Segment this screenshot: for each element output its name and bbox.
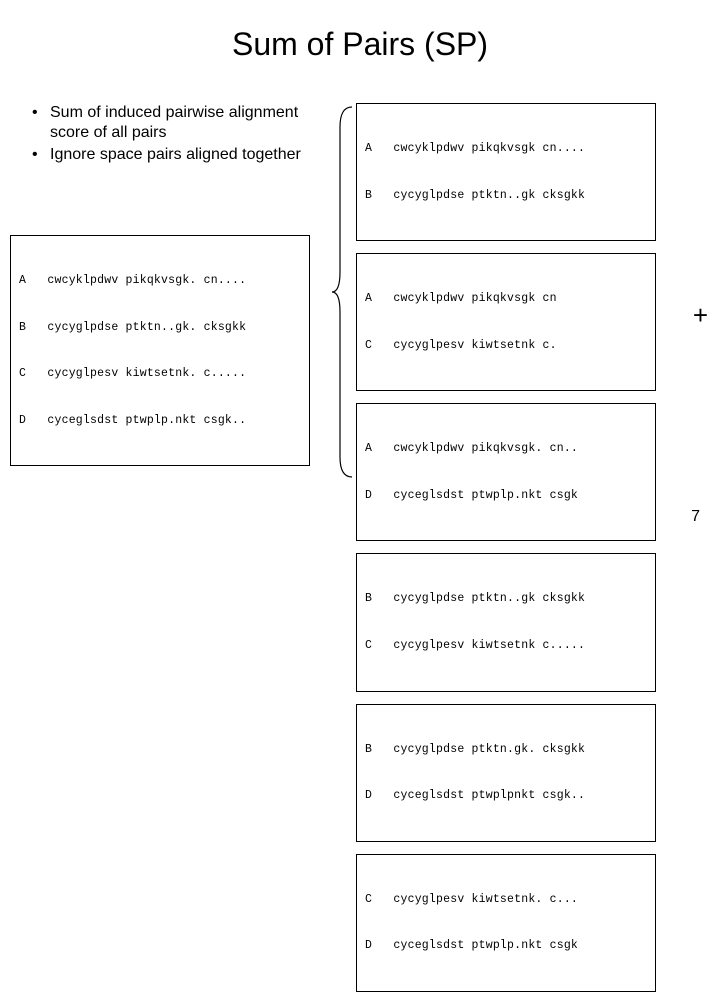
main-alignment-box: A cwcyklpdwv pikqkvsgk. cn.... B cycyglp… [10, 235, 310, 466]
alignment-row: C cycyglpesv kiwtsetnk c. [365, 338, 647, 354]
alignment-row: C cycyglpesv kiwtsetnk. c..... [19, 366, 301, 382]
right-column: A cwcyklpdwv pikqkvsgk cn.... B cycyglpd… [334, 103, 716, 466]
alignment-row: A cwcyklpdwv pikqkvsgk. cn.... [19, 273, 301, 289]
plus-symbol: + [693, 300, 708, 331]
bullet-item: Sum of induced pairwise alignment score … [32, 103, 334, 143]
pair-box: C cycyglpesv kiwtsetnk. c... D cyceglsds… [356, 854, 656, 992]
alignment-row: D cyceglsdst ptwplpnkt csgk.. [365, 788, 647, 804]
alignment-row: C cycyglpesv kiwtsetnk. c... [365, 892, 647, 908]
bullet-item: Ignore space pairs aligned together [32, 145, 334, 165]
left-column: Sum of induced pairwise alignment score … [4, 103, 334, 466]
alignment-row: D cyceglsdst ptwplp.nkt csgk.. [19, 413, 301, 429]
alignment-row: B cycyglpdse ptktn.gk. cksgkk [365, 742, 647, 758]
alignment-row: A cwcyklpdwv pikqkvsgk. cn.. [365, 441, 647, 457]
alignment-row: D cyceglsdst ptwplp.nkt csgk [365, 488, 647, 504]
curly-brace-icon [332, 107, 354, 477]
pair-box: A cwcyklpdwv pikqkvsgk. cn.. D cyceglsds… [356, 403, 656, 541]
bullet-list: Sum of induced pairwise alignment score … [32, 103, 334, 165]
slide-title: Sum of Pairs (SP) [0, 0, 720, 63]
alignment-row: B cycyglpdse ptktn..gk cksgkk [365, 591, 647, 607]
pair-box: A cwcyklpdwv pikqkvsgk cn.... B cycyglpd… [356, 103, 656, 241]
alignment-row: A cwcyklpdwv pikqkvsgk cn.... [365, 141, 647, 157]
page-number: 7 [691, 508, 700, 526]
pair-box: B cycyglpdse ptktn.gk. cksgkk D cyceglsd… [356, 704, 656, 842]
alignment-row: B cycyglpdse ptktn..gk. cksgkk [19, 320, 301, 336]
alignment-row: A cwcyklpdwv pikqkvsgk cn [365, 291, 647, 307]
alignment-row: C cycyglpesv kiwtsetnk c..... [365, 638, 647, 654]
alignment-row: D cyceglsdst ptwplp.nkt csgk [365, 938, 647, 954]
pair-box: B cycyglpdse ptktn..gk cksgkk C cycyglpe… [356, 553, 656, 691]
alignment-row: B cycyglpdse ptktn..gk cksgkk [365, 188, 647, 204]
pair-box: A cwcyklpdwv pikqkvsgk cn C cycyglpesv k… [356, 253, 656, 391]
content-area: Sum of induced pairwise alignment score … [0, 63, 720, 466]
pairwise-list: A cwcyklpdwv pikqkvsgk cn.... B cycyglpd… [356, 103, 656, 992]
